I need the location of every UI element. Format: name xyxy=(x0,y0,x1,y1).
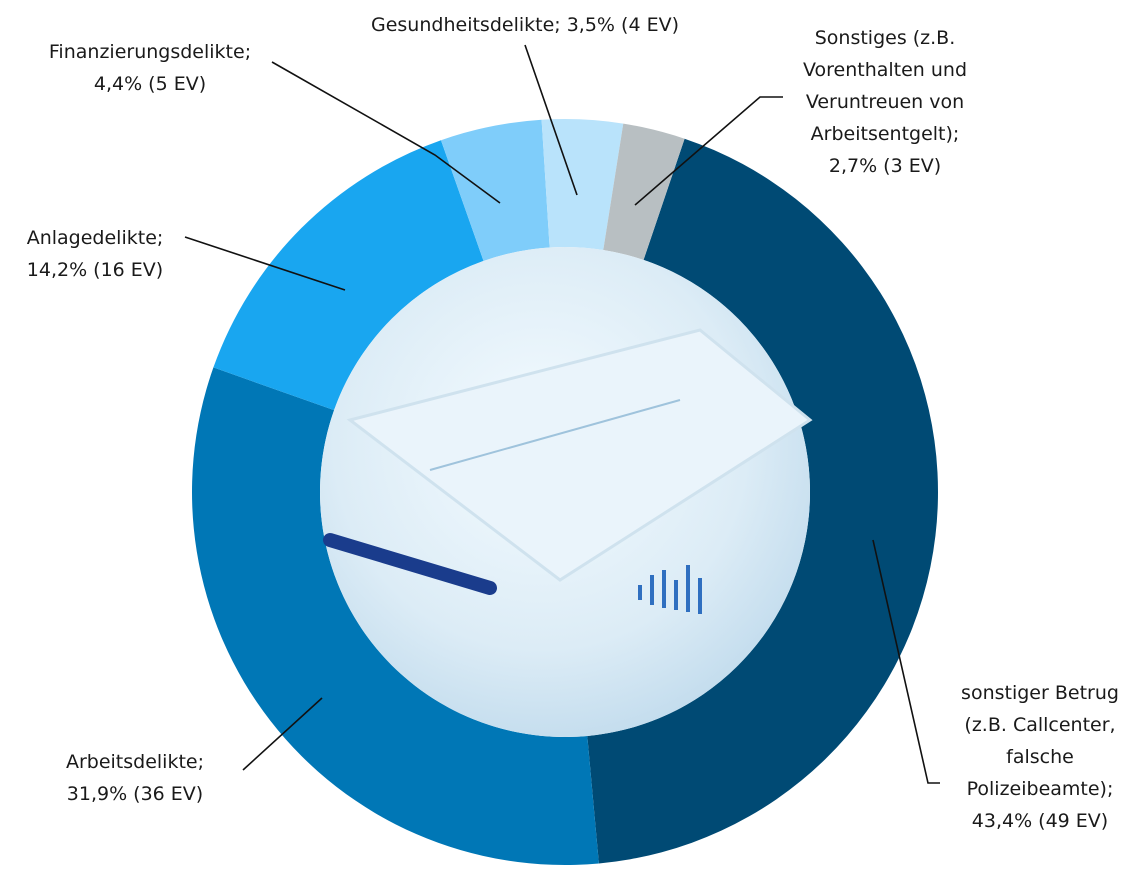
value-label: 14,2% (16 EV) xyxy=(26,259,164,281)
donut-segment xyxy=(213,140,484,411)
leader-lines xyxy=(184,44,940,784)
segment-label: Finanzierungsdelikte; 4,4% (5 EV) xyxy=(0,36,300,100)
center-image xyxy=(320,247,813,737)
category-label: Gesundheitsdelikte; xyxy=(371,14,561,36)
segment-label: Sonstiges (z.B. Vorenthalten und Veruntr… xyxy=(785,22,985,182)
value-label: 31,9% (36 EV) xyxy=(66,783,204,805)
category-label: Anlagedelikte; xyxy=(26,227,164,249)
category-label: Arbeitsdelikte; xyxy=(65,751,205,773)
donut-segment xyxy=(587,138,939,864)
value-label: 3,5% (4 EV) xyxy=(566,14,679,36)
segment-label: sonstiger Betrug (z.B. Callcenter, falsc… xyxy=(945,677,1135,837)
category-label: Finanzierungsdelikte; xyxy=(48,41,252,63)
category-label: Sonstiges (z.B. Vorenthalten und Veruntr… xyxy=(802,27,968,145)
value-label: 4,4% (5 EV) xyxy=(93,73,207,95)
segment-label: Anlagedelikte; 14,2% (16 EV) xyxy=(0,222,190,286)
donut-segment xyxy=(603,123,685,260)
donut-segment xyxy=(192,367,599,865)
value-label: 43,4% (49 EV) xyxy=(971,810,1109,832)
category-label: sonstiger Betrug (z.B. Callcenter, falsc… xyxy=(961,682,1119,800)
segment-label: Arbeitsdelikte; 31,9% (36 EV) xyxy=(20,746,250,810)
value-label: 2,7% (3 EV) xyxy=(828,155,942,177)
segment-label: Gesundheitsdelikte; 3,5% (4 EV) xyxy=(300,9,750,41)
donut-segment xyxy=(440,119,550,261)
donut xyxy=(192,118,939,865)
